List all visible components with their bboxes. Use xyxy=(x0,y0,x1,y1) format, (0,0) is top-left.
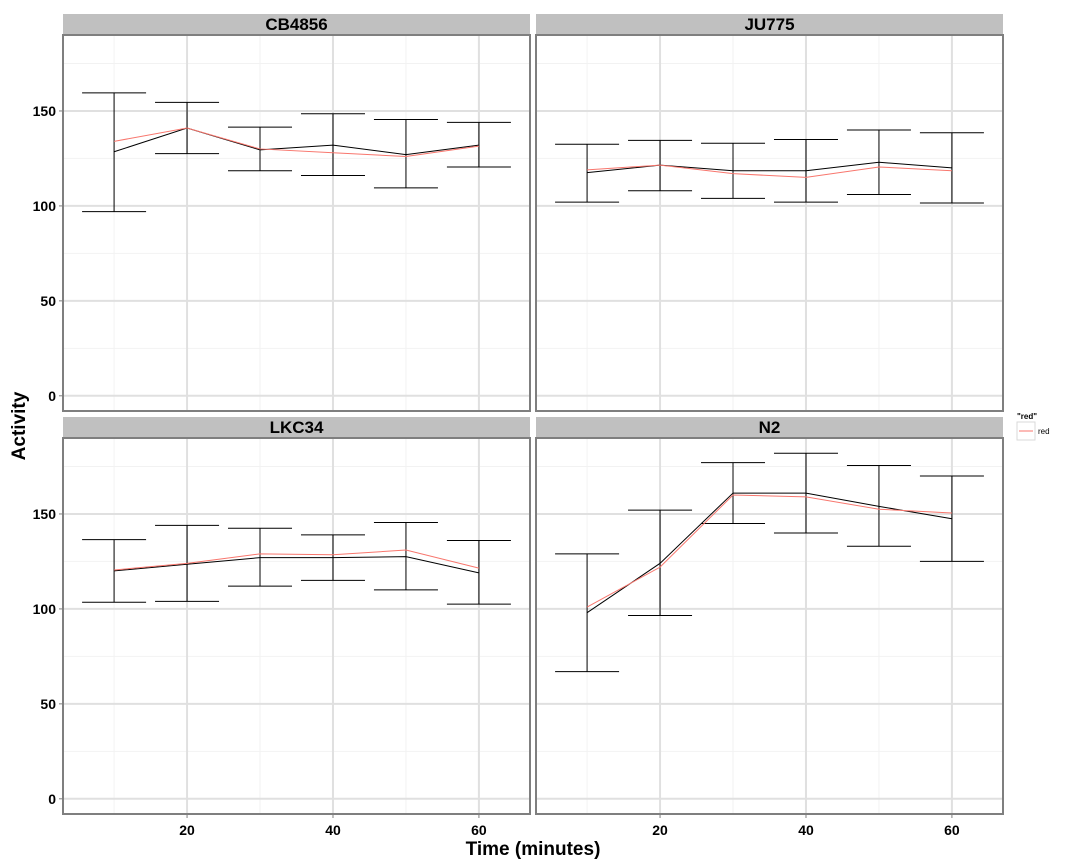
panel-strip xyxy=(536,417,1003,438)
y-tick-label: 100 xyxy=(33,601,57,617)
series-mean-line xyxy=(586,492,953,614)
y-tick-label: 150 xyxy=(33,103,57,119)
panel-title: LKC34 xyxy=(270,418,324,437)
series-red-line xyxy=(587,164,952,178)
panel-border xyxy=(62,437,531,815)
y-tick-label: 0 xyxy=(48,388,56,404)
error-bar xyxy=(82,92,147,213)
series-mean-line xyxy=(113,127,479,156)
panel-strip xyxy=(536,14,1003,35)
x-tick-label: 40 xyxy=(798,822,814,838)
x-tick-label: 20 xyxy=(179,822,195,838)
panel-background xyxy=(536,438,1003,814)
y-tick-label: 50 xyxy=(40,293,56,309)
panel-cb4856: CB4856 xyxy=(62,14,531,412)
series-red-line xyxy=(114,549,480,571)
error-bar xyxy=(446,121,511,168)
panel-strip xyxy=(63,417,530,438)
x-axis-ticks: 20 40 60 20 40 60 xyxy=(179,814,960,838)
panel-background xyxy=(63,438,530,814)
y-tick-label: 50 xyxy=(40,696,56,712)
series-red-line xyxy=(113,127,479,158)
panel-strip xyxy=(63,14,530,35)
panel-border xyxy=(535,34,1004,412)
panel-title: N2 xyxy=(759,418,781,437)
x-tick-label: 60 xyxy=(471,822,487,838)
series-mean-line xyxy=(114,556,480,574)
y-tick-label: 0 xyxy=(48,791,56,807)
legend: "red" red xyxy=(1016,412,1050,441)
y-tick-label: 100 xyxy=(33,198,57,214)
error-bar xyxy=(555,143,620,203)
chart-panels: CB4856 JU775 LKC34 N2 xyxy=(62,14,1004,815)
panel-n2: N2 xyxy=(535,417,1004,815)
legend-label-red: red xyxy=(1038,427,1050,436)
panel-lkc34: LKC34 xyxy=(62,417,531,815)
error-bar xyxy=(373,119,438,189)
panel-ju775: JU775 xyxy=(535,14,1004,412)
y-tick-label: 150 xyxy=(33,506,57,522)
x-tick-label: 20 xyxy=(652,822,668,838)
series-red-line xyxy=(586,494,952,608)
panel-border xyxy=(535,437,1004,815)
panel-background xyxy=(63,35,530,411)
x-axis-title: Time (minutes) xyxy=(466,839,601,860)
y-axis-ticks: 0 50 100 150 0 50 100 150 xyxy=(33,103,63,807)
x-tick-label: 60 xyxy=(944,822,960,838)
panel-title: JU775 xyxy=(744,15,794,34)
panel-border xyxy=(62,34,531,412)
x-tick-label: 40 xyxy=(325,822,341,838)
panel-background xyxy=(536,35,1003,411)
panel-title: CB4856 xyxy=(265,15,327,34)
legend-title: "red" xyxy=(1017,412,1037,421)
y-axis-title: Activity xyxy=(9,391,30,460)
